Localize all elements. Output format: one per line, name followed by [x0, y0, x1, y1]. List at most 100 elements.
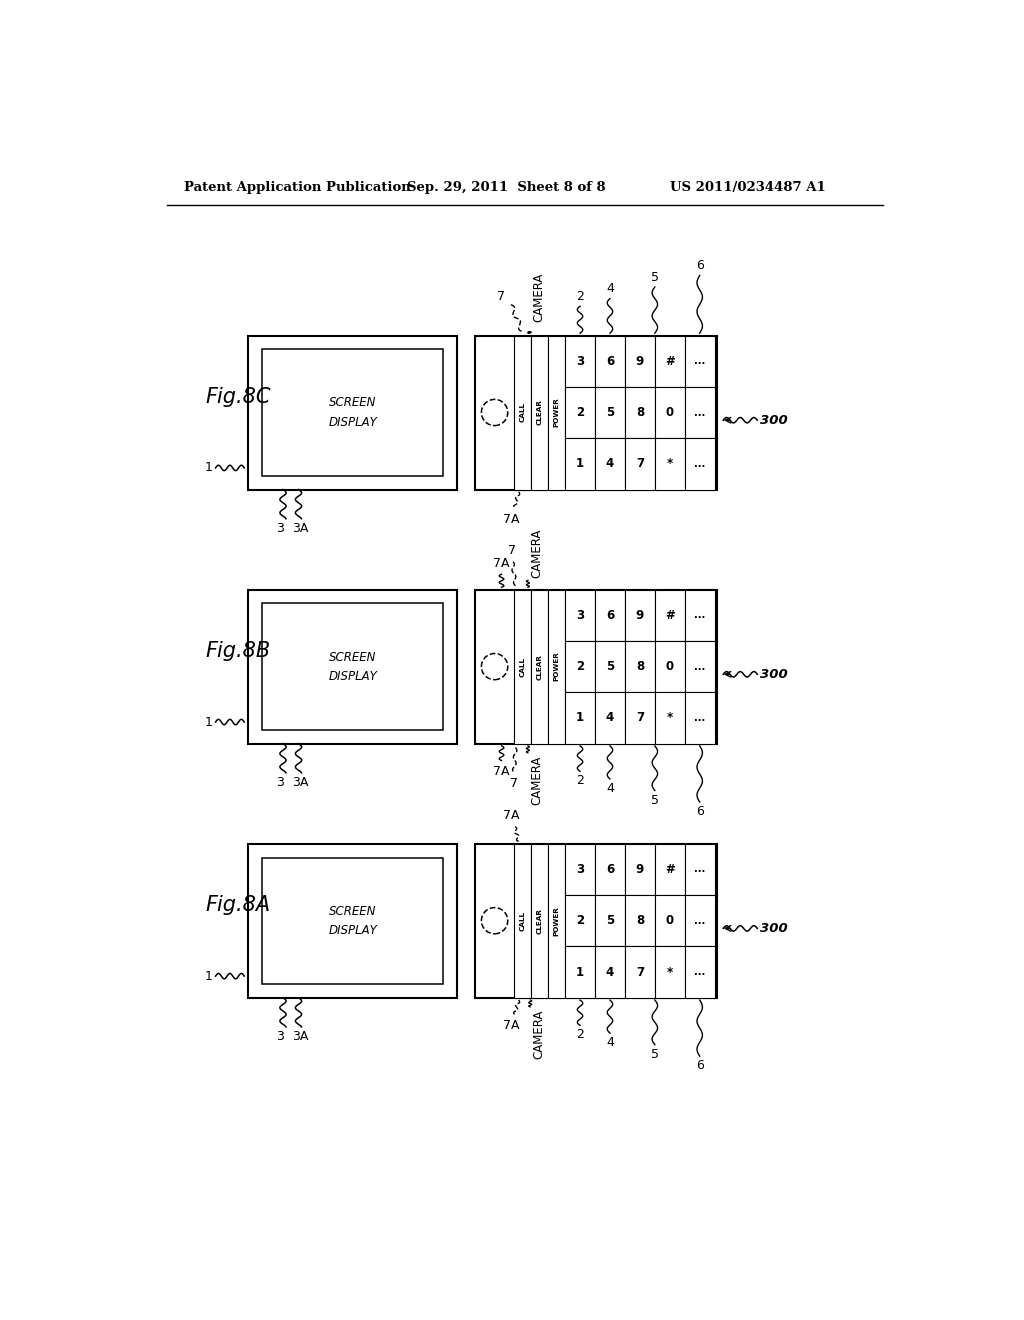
Bar [565, 843, 595, 895]
Text: SCREEN
DISPLAY: SCREEN DISPLAY [329, 396, 377, 429]
Text: 3: 3 [575, 863, 584, 876]
Text: 300: 300 [760, 668, 787, 681]
Text: 3A: 3A [292, 776, 308, 789]
Text: 7: 7 [636, 965, 644, 978]
Text: 8: 8 [636, 915, 644, 927]
Text: Fig.8C: Fig.8C [206, 387, 271, 407]
Bar [654, 335, 685, 387]
Bar [685, 438, 715, 490]
Text: 2: 2 [577, 290, 584, 304]
Text: 7A: 7A [503, 512, 519, 525]
Text: 9: 9 [636, 355, 644, 368]
Text: ...: ... [694, 610, 706, 620]
Text: CLEAR: CLEAR [537, 400, 543, 425]
Text: 5: 5 [606, 407, 614, 418]
Bar [248, 843, 458, 998]
Bar [262, 858, 443, 983]
Bar [625, 335, 654, 387]
Text: 7A: 7A [503, 1019, 519, 1032]
Bar [654, 895, 685, 946]
Text: 3A: 3A [292, 521, 308, 535]
Text: ...: ... [694, 865, 706, 874]
Text: ...: ... [694, 661, 706, 672]
Text: 3A: 3A [292, 1030, 308, 1043]
Text: 0: 0 [666, 660, 674, 673]
Bar [625, 387, 654, 438]
Text: POWER: POWER [554, 906, 559, 936]
Bar [685, 590, 715, 642]
Bar [548, 843, 565, 998]
Text: 7: 7 [636, 711, 644, 725]
Bar [654, 843, 685, 895]
Bar [262, 350, 443, 475]
Text: 2: 2 [575, 407, 584, 418]
Text: 0: 0 [666, 915, 674, 927]
Bar [514, 335, 531, 490]
Text: Patent Application Publication: Patent Application Publication [183, 181, 411, 194]
Bar [625, 590, 654, 642]
Text: *: * [667, 457, 673, 470]
Bar [654, 692, 685, 743]
Text: 1: 1 [205, 462, 212, 474]
Text: CAMERA: CAMERA [530, 755, 543, 804]
Bar [514, 843, 531, 998]
Text: 6: 6 [695, 1059, 703, 1072]
Text: 5: 5 [651, 1048, 658, 1061]
Text: ...: ... [694, 459, 706, 469]
Bar [475, 335, 717, 490]
Bar [565, 335, 595, 387]
Text: #: # [665, 355, 675, 368]
Text: 2: 2 [577, 775, 584, 788]
Text: 7: 7 [510, 777, 518, 791]
Text: 5: 5 [651, 793, 658, 807]
Text: CAMERA: CAMERA [532, 1010, 546, 1059]
Text: 1: 1 [575, 457, 584, 470]
Text: 5: 5 [651, 271, 658, 284]
Text: 3: 3 [575, 355, 584, 368]
Bar [685, 642, 715, 692]
Bar [625, 692, 654, 743]
Text: 5: 5 [606, 660, 614, 673]
Text: POWER: POWER [554, 652, 559, 681]
Text: 1: 1 [205, 970, 212, 982]
Bar [475, 590, 717, 743]
Text: 0: 0 [666, 407, 674, 418]
Text: Fig.8A: Fig.8A [206, 895, 270, 915]
Bar [595, 895, 625, 946]
Bar [565, 590, 595, 642]
Bar [531, 335, 548, 490]
Text: 2: 2 [575, 660, 584, 673]
Bar [625, 895, 654, 946]
Bar [595, 335, 625, 387]
Bar [685, 946, 715, 998]
Text: CLEAR: CLEAR [537, 908, 543, 933]
Text: 6: 6 [606, 863, 614, 876]
Text: CALL: CALL [519, 403, 525, 422]
Text: CALL: CALL [519, 911, 525, 931]
Bar [685, 335, 715, 387]
Bar [565, 692, 595, 743]
Text: US 2011/0234487 A1: US 2011/0234487 A1 [671, 181, 826, 194]
Text: 7A: 7A [494, 766, 510, 779]
Text: 9: 9 [636, 863, 644, 876]
Text: 7: 7 [636, 457, 644, 470]
Text: #: # [665, 863, 675, 876]
Text: 2: 2 [575, 915, 584, 927]
Text: Fig.8B: Fig.8B [206, 642, 270, 661]
Text: 4: 4 [606, 711, 614, 725]
Bar [625, 642, 654, 692]
Bar [595, 946, 625, 998]
Text: 7A: 7A [503, 809, 519, 822]
Bar [565, 895, 595, 946]
Text: 6: 6 [606, 355, 614, 368]
Text: ...: ... [694, 916, 706, 925]
Text: 4: 4 [606, 965, 614, 978]
Text: SCREEN
DISPLAY: SCREEN DISPLAY [329, 651, 377, 682]
Text: 3: 3 [575, 609, 584, 622]
Bar [595, 387, 625, 438]
Text: 4: 4 [606, 282, 614, 296]
Bar [262, 603, 443, 730]
Text: CLEAR: CLEAR [537, 653, 543, 680]
Text: 1: 1 [205, 715, 212, 729]
Bar [514, 590, 531, 743]
